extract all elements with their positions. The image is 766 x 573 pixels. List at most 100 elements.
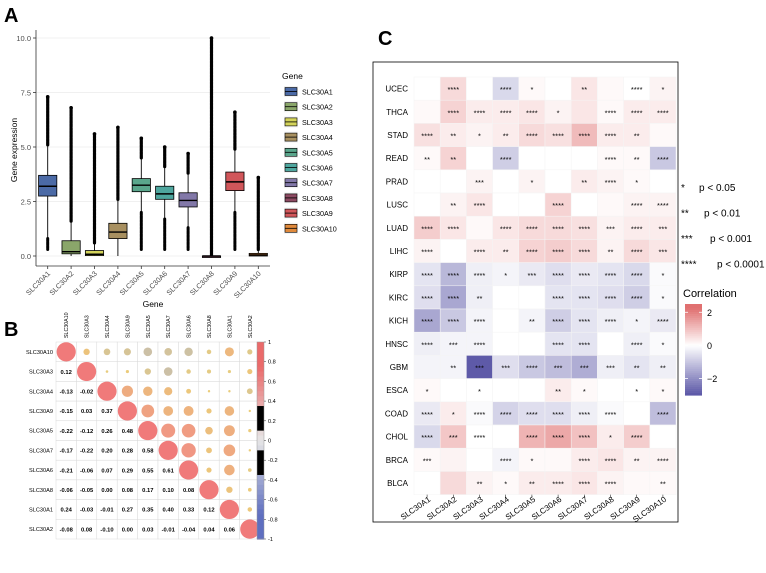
corr-value: 0.48 — [122, 429, 134, 435]
corr-value: -0.06 — [80, 468, 94, 474]
significance-stars: *** — [423, 456, 432, 465]
colorbar-segment — [257, 494, 264, 501]
significance-stars: **** — [526, 224, 538, 233]
colorbar-segment — [257, 346, 264, 353]
significance-stars: **** — [500, 456, 512, 465]
corr-circle — [228, 390, 231, 393]
sig-legend-symbol: ** — [681, 209, 689, 220]
colorbar-segment — [257, 489, 264, 496]
colorbar-tick-label: 0.2 — [268, 419, 276, 425]
col-label: SLC30A9 — [125, 315, 131, 338]
significance-stars: **** — [631, 294, 643, 303]
colorbar-segment — [685, 383, 702, 386]
row-label: HNSC — [385, 340, 408, 349]
significance-stars: ** — [634, 456, 640, 465]
colorbar-segment — [685, 391, 702, 394]
heat-cell — [649, 123, 677, 147]
legend-label: SLC30A8 — [302, 194, 333, 203]
colorbar-segment — [685, 385, 702, 388]
corr-circle — [207, 390, 211, 393]
significance-stars: **** — [526, 364, 538, 373]
panel-label-c: C — [378, 28, 392, 50]
legend-label: SLC30A7 — [302, 179, 333, 188]
diag-circle — [77, 361, 97, 382]
colorbar-tick-label: 2 — [707, 308, 712, 318]
significance-stars: **** — [421, 132, 433, 141]
significance-stars: **** — [578, 224, 590, 233]
row-label: KIRP — [389, 270, 408, 279]
colorbar-segment — [685, 343, 702, 347]
colorbar-segment — [257, 401, 264, 407]
significance-stars: **** — [605, 317, 617, 326]
legend-label: SLC30A5 — [302, 148, 333, 157]
heat-cell — [439, 169, 467, 194]
corr-value: -0.12 — [80, 429, 93, 435]
box-slc30a4 — [108, 222, 128, 239]
colorbar-segment — [257, 504, 264, 511]
colorbar-segment — [685, 357, 702, 360]
significance-stars: **** — [657, 108, 669, 117]
heat-cell — [492, 308, 520, 333]
corr-value: 0.55 — [142, 468, 154, 474]
row-label: SLC30A9 — [29, 409, 53, 415]
significance-stars: * — [635, 387, 638, 396]
colorbar-segment — [685, 375, 702, 378]
corr-value: 0.37 — [101, 409, 112, 415]
corr-value: 0.24 — [61, 508, 73, 514]
significance-stars: *** — [449, 433, 458, 442]
significance-stars: *** — [554, 364, 563, 373]
heat-cell — [466, 76, 493, 101]
heat-cell — [413, 471, 441, 495]
heat-cell — [413, 76, 441, 101]
colorbar-segment — [685, 363, 702, 366]
outlier-max-point — [139, 136, 144, 141]
legend-label: SLC30A2 — [302, 103, 333, 112]
legend-label: SLC30A10 — [302, 224, 337, 233]
heat-cell — [518, 331, 546, 356]
colorbar-segment — [685, 369, 702, 372]
significance-stars: * — [661, 85, 664, 94]
legend-label: SLC30A3 — [302, 118, 333, 127]
significance-stars: ** — [608, 248, 614, 257]
significance-stars: **** — [500, 85, 512, 94]
colorbar-segment — [257, 342, 264, 348]
colorbar-segment — [685, 359, 702, 362]
heat-cell — [544, 76, 572, 101]
significance-stars: **** — [631, 108, 643, 117]
significance-stars: **** — [552, 410, 564, 419]
outlier-max-point — [92, 132, 97, 136]
legend-label: SLC30A4 — [302, 133, 333, 142]
heat-cell — [413, 99, 441, 124]
colorbar-segment — [685, 325, 702, 329]
heat-cell — [439, 239, 467, 263]
corr-value: -0.03 — [80, 508, 94, 514]
corr-circle — [206, 408, 212, 414]
colorbar-segment — [685, 305, 702, 309]
significance-stars: ** — [503, 132, 509, 141]
significance-stars: **** — [605, 410, 617, 419]
colorbar-segment — [257, 534, 264, 540]
sig-legend-symbol: **** — [681, 260, 697, 271]
corr-value: -0.22 — [60, 429, 73, 435]
heat-cell — [492, 424, 520, 449]
colorbar-segment — [685, 307, 702, 311]
corr-circle — [247, 368, 253, 375]
colorbar-segment — [685, 377, 702, 380]
significance-stars: **** — [526, 132, 538, 141]
significance-stars: * — [661, 294, 664, 303]
row-label: SLC30A5 — [29, 429, 53, 435]
significance-stars: **** — [578, 294, 590, 303]
significance-stars: **** — [500, 108, 512, 117]
panel-label-a: A — [4, 5, 18, 27]
heat-cell — [466, 146, 493, 171]
corr-value: 0.06 — [224, 527, 236, 533]
colorbar-segment — [685, 349, 702, 353]
colorbar-segment — [257, 529, 264, 535]
colorbar-segment — [685, 373, 702, 376]
col-label: SLC30A4 — [105, 315, 111, 338]
outlier-max-point — [45, 95, 50, 99]
significance-stars: * — [530, 85, 533, 94]
significance-stars: **** — [421, 340, 433, 349]
significance-stars: **** — [657, 201, 669, 210]
colorbar-segment — [257, 410, 264, 417]
